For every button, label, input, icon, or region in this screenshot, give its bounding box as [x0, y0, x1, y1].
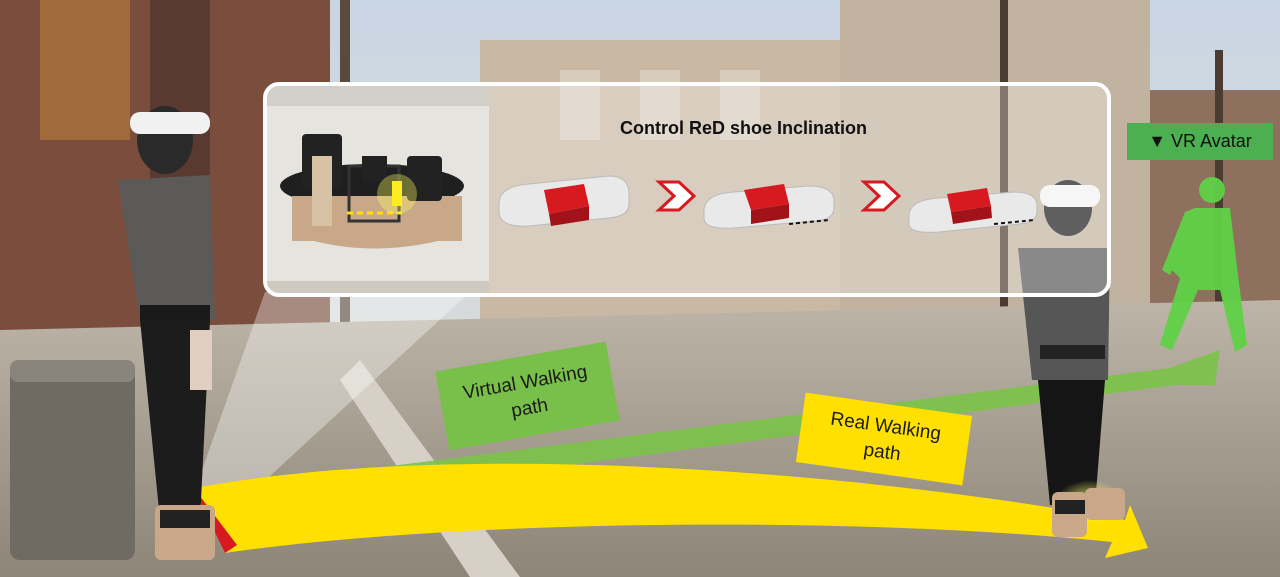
user-right-person [1018, 180, 1125, 537]
vr-avatar-figure [1160, 177, 1247, 352]
red-shoe-photo [267, 86, 489, 293]
real-walking-path-arrow [195, 463, 1148, 558]
inset-panel: Control ReD shoe Inclination [263, 82, 1111, 297]
chevron-right-icon-2 [860, 180, 902, 212]
trash-bin [10, 360, 135, 560]
vr-avatar-label: ▼ VR Avatar [1127, 123, 1273, 160]
panel-title: Control ReD shoe Inclination [620, 118, 868, 138]
partially-inclined-shoe-illustration [703, 184, 835, 229]
shoe-inclination-sequence [498, 175, 1038, 233]
highlight-cone [195, 292, 470, 520]
flat-shoe-illustration [498, 175, 630, 227]
chevron-right-icon [655, 180, 697, 212]
user-left-person [118, 106, 215, 560]
fully-inclined-shoe-illustration [908, 188, 1038, 233]
